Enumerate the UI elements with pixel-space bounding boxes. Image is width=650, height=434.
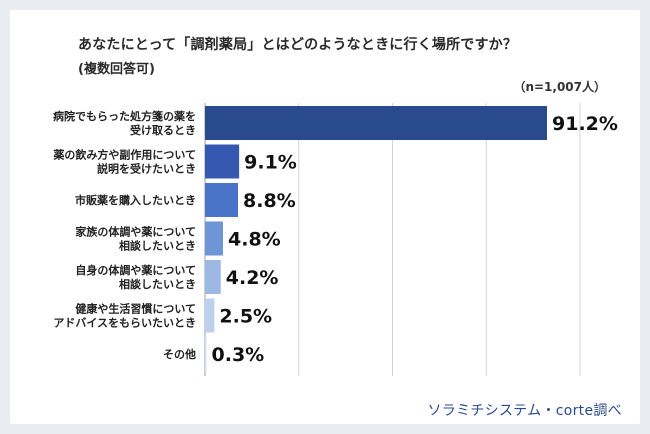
category-label: その他 (163, 347, 196, 361)
bar (205, 337, 207, 371)
category-label: 相談したいとき (119, 277, 196, 291)
data-label: 4.2% (226, 267, 279, 289)
data-label: 8.8% (243, 190, 296, 212)
category-label: アドバイスをもらいたいとき (53, 317, 196, 330)
sample-size-note: （n=1,007人） (513, 80, 606, 94)
category-label: 市販薬を購入したいとき (75, 193, 196, 207)
chart-card (10, 10, 640, 424)
data-label: 4.8% (228, 229, 281, 251)
category-label: 説明を受けたいとき (97, 162, 196, 176)
bar (205, 183, 238, 217)
category-label: 家族の体調や薬について (75, 225, 196, 239)
category-label: 健康や生活習慣について (75, 302, 196, 316)
bar (205, 144, 240, 179)
chart-title: あなたにとって「調剤薬局」とはどのようなときに行く場所ですか？ (78, 37, 518, 53)
category-label: 自身の体調や薬について (75, 263, 196, 277)
chart-subtitle: (複数回答可) (78, 62, 155, 77)
bar (205, 106, 547, 140)
category-label: 薬の飲み方や副作用について (53, 148, 196, 162)
data-label: 2.5% (219, 306, 272, 328)
category-label: 相談したいとき (119, 239, 196, 253)
category-label: 病院でもらった処方箋の薬を (53, 109, 196, 123)
data-label: 0.3% (212, 344, 265, 366)
bar (205, 221, 223, 256)
source-credit: ソラミチシステム・corte調べ (427, 403, 622, 419)
data-label: 9.1% (244, 152, 297, 174)
bar (205, 298, 215, 333)
bar (205, 260, 221, 294)
category-label: 受け取るとき (130, 123, 196, 137)
data-label: 91.2% (552, 113, 618, 135)
